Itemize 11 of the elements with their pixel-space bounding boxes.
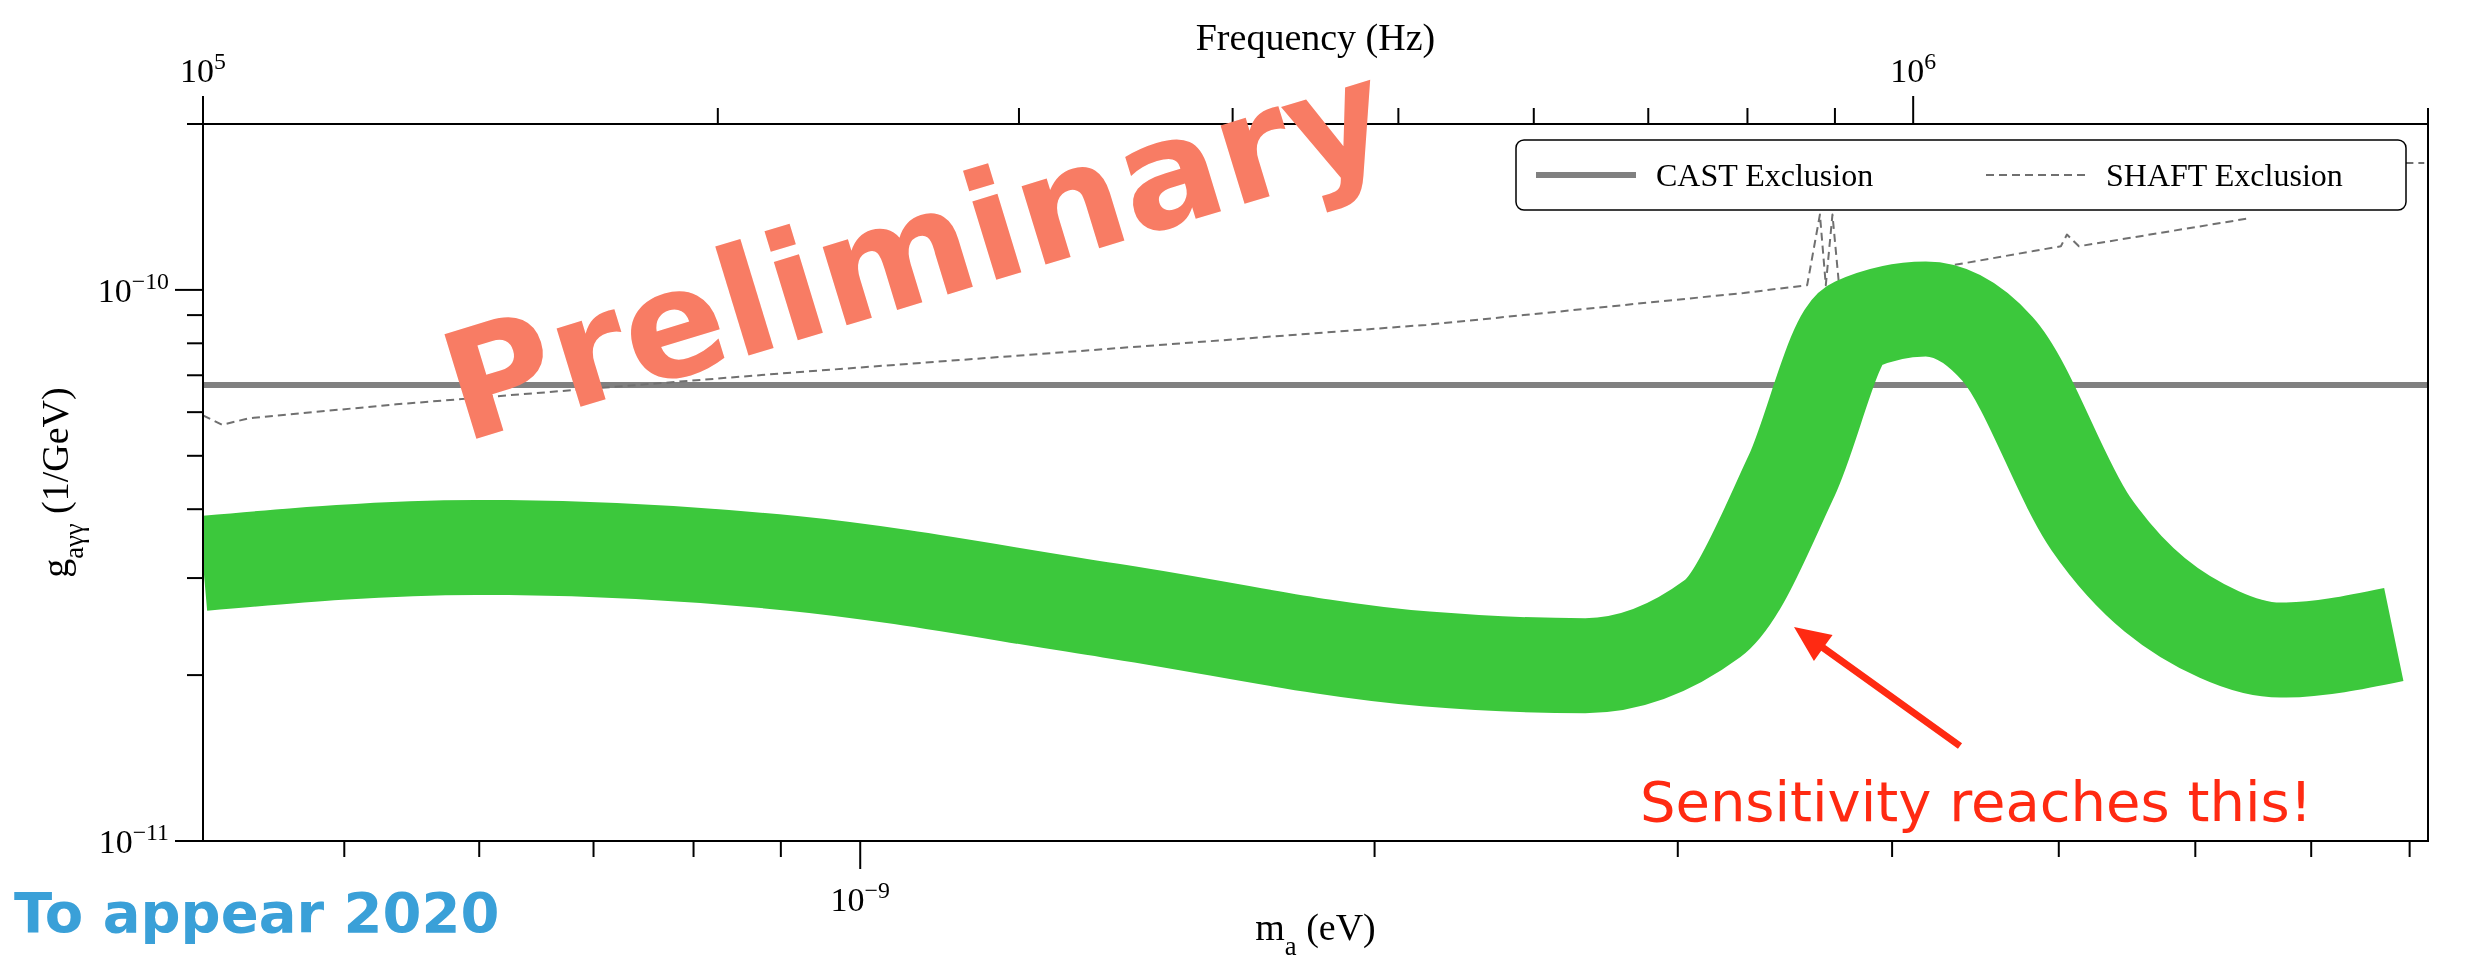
- y-tick-label: 10$^{−11}$: [98, 819, 169, 860]
- x-tick-label: 10$^{6}$: [1890, 48, 1937, 89]
- legend-label: SHAFT Exclusion: [2106, 157, 2343, 193]
- x-axis-title: Frequency (Hz): [1195, 16, 1436, 59]
- x-tick-label: 10$^{5}$: [180, 48, 226, 89]
- y-tick-label: 10$^{−10}$: [97, 267, 169, 309]
- legend-label: CAST Exclusion: [1656, 157, 1874, 193]
- text: 10$^{−9}$: [830, 877, 890, 918]
- x2-axis-title: m$_{a}$ (eV): [1255, 906, 1376, 956]
- text: To appear 2020: [14, 880, 500, 945]
- annotation: Sensitivity reaches this!: [1639, 769, 2313, 834]
